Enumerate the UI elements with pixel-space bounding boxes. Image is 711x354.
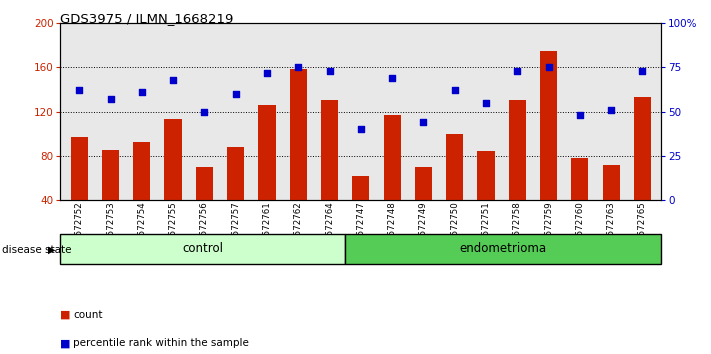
Bar — [415, 167, 432, 244]
Bar — [446, 133, 464, 244]
Bar — [289, 69, 307, 244]
Bar — [477, 152, 495, 244]
Text: ▶: ▶ — [48, 245, 55, 255]
Point — [574, 112, 586, 118]
Bar — [70, 137, 88, 244]
Point — [292, 64, 304, 70]
Point — [136, 89, 147, 95]
Bar — [383, 115, 401, 244]
Bar — [602, 165, 620, 244]
Bar — [508, 101, 526, 244]
Text: ■: ■ — [60, 338, 71, 348]
Point — [261, 70, 272, 75]
Bar — [133, 143, 151, 244]
Bar — [540, 51, 557, 244]
Bar — [60, 234, 345, 264]
Text: GDS3975 / ILMN_1668219: GDS3975 / ILMN_1668219 — [60, 12, 234, 25]
Point — [324, 68, 335, 74]
Bar — [352, 176, 370, 244]
Point — [198, 109, 210, 114]
Point — [418, 119, 429, 125]
Point — [512, 68, 523, 74]
Point — [606, 107, 617, 113]
Bar — [634, 97, 651, 244]
Point — [637, 68, 648, 74]
Point — [230, 91, 241, 97]
Point — [73, 87, 85, 93]
Bar — [258, 105, 276, 244]
Bar — [227, 147, 245, 244]
Bar — [321, 101, 338, 244]
Bar — [571, 158, 589, 244]
Point — [449, 87, 461, 93]
Bar — [164, 119, 182, 244]
Point — [387, 75, 398, 81]
Bar — [102, 150, 119, 244]
Point — [167, 77, 178, 82]
Text: count: count — [73, 310, 102, 320]
Text: disease state: disease state — [2, 245, 72, 255]
Bar — [196, 167, 213, 244]
Bar — [345, 234, 661, 264]
Point — [105, 96, 116, 102]
Point — [543, 64, 555, 70]
Text: percentile rank within the sample: percentile rank within the sample — [73, 338, 249, 348]
Text: ■: ■ — [60, 310, 71, 320]
Point — [355, 126, 367, 132]
Point — [481, 100, 492, 105]
Text: endometrioma: endometrioma — [459, 242, 547, 255]
Text: control: control — [182, 242, 223, 255]
